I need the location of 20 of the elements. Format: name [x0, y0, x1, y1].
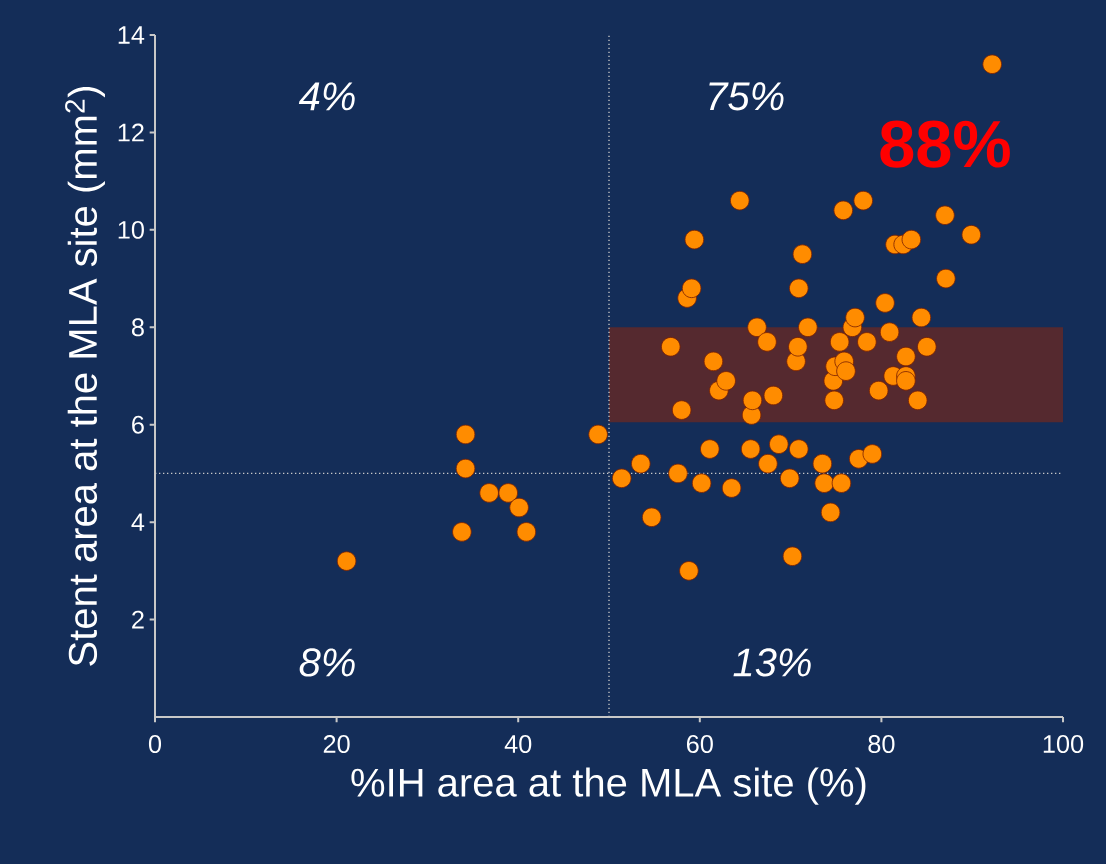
y-tick-label: 10: [118, 220, 144, 239]
annotation: 75%: [709, 82, 784, 111]
x-tick-label: 40: [504, 735, 532, 753]
x-tick-label: 60: [686, 735, 713, 753]
y-axis-title: Stent area at the MLA site (mm$^{2}$): [65, 86, 105, 666]
annotation: 8%: [299, 648, 355, 677]
annotation: 88%: [880, 120, 1010, 168]
annotation: 4%: [298, 82, 355, 111]
x-tick-label: 20: [323, 735, 350, 753]
annotation: 13%: [733, 648, 811, 677]
x-tick-label: 0: [148, 735, 162, 753]
x-axis-title: %IH area at the MLA site (%): [351, 767, 866, 805]
y-tick-label: 12: [118, 123, 144, 142]
x-tick-label: 100: [1043, 735, 1084, 753]
y-tick-label: 2: [132, 610, 144, 629]
y-tick-label: 6: [132, 415, 144, 434]
x-tick-label: 80: [868, 735, 895, 753]
y-tick-label: 14: [118, 26, 145, 44]
y-tick-label: 8: [131, 318, 144, 337]
y-tick-label: 4: [131, 513, 145, 531]
